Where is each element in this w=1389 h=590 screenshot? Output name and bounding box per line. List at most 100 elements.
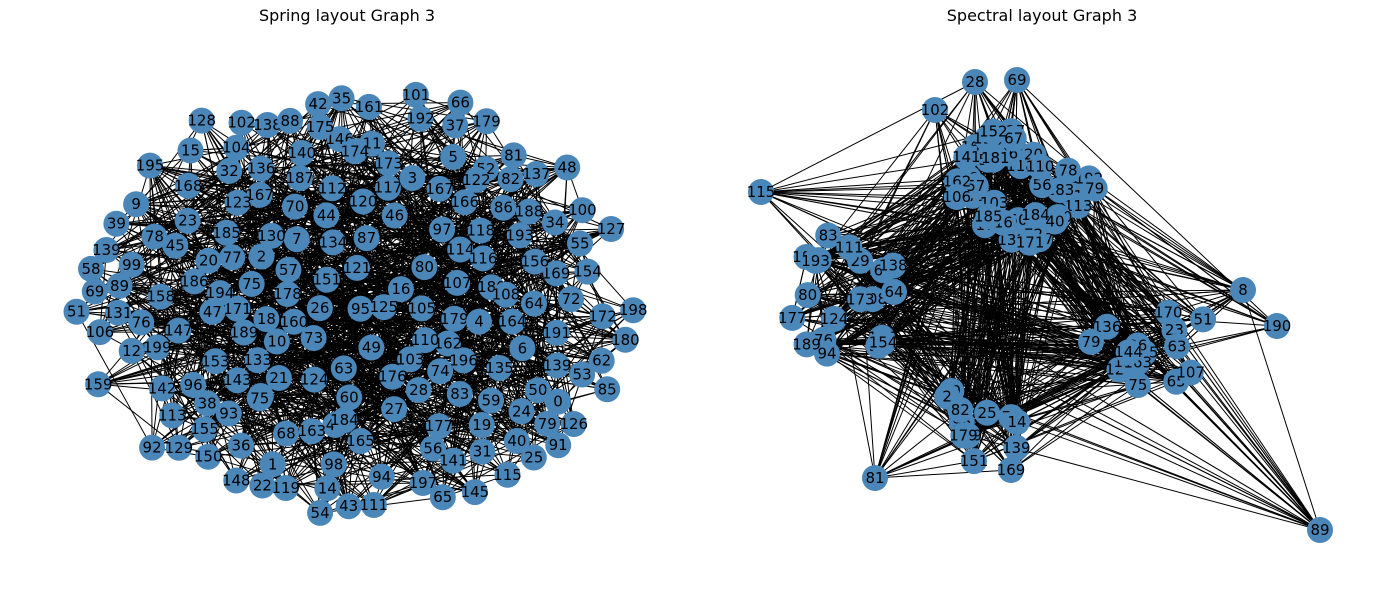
- node-label: 115: [747, 183, 776, 201]
- node-circle: [486, 355, 513, 381]
- graph-node: 167: [245, 181, 274, 208]
- graph-edge: [119, 126, 321, 287]
- node-circle: [375, 174, 401, 201]
- node-label: 131: [104, 304, 133, 322]
- node-label: 94: [817, 345, 836, 363]
- node-circle: [381, 396, 408, 423]
- graph-node: 178: [273, 281, 302, 307]
- node-circle: [350, 188, 377, 215]
- graph-node: 185: [974, 203, 1003, 230]
- node-circle: [1081, 175, 1108, 202]
- node-circle: [521, 290, 547, 317]
- graph-node: 141: [952, 144, 981, 171]
- node-circle: [320, 229, 346, 256]
- node-label: 114: [446, 241, 475, 259]
- node-circle: [589, 303, 616, 330]
- graph-node: 116: [469, 245, 497, 272]
- graph-node: 63: [330, 355, 357, 382]
- spectral-layout-panel: Spectral layout Graph 3 2850127118207612…: [695, 0, 1389, 590]
- node-circle: [149, 375, 176, 402]
- node-circle: [191, 416, 218, 443]
- node-circle: [249, 472, 276, 499]
- graph-edge: [1011, 239, 1244, 291]
- graph-node: 186: [180, 268, 209, 295]
- node-label: 113: [1064, 197, 1093, 215]
- graph-node: 6: [509, 335, 536, 362]
- graph-edge: [826, 170, 1069, 354]
- graph-node: 185: [212, 219, 241, 246]
- graph-node: 144: [1114, 339, 1143, 366]
- node-circle: [277, 107, 304, 134]
- node-circle: [213, 219, 240, 246]
- node-label: 73: [304, 329, 323, 347]
- node-label: 156: [521, 253, 550, 271]
- node-circle: [434, 330, 461, 357]
- node-label: 14: [318, 479, 337, 497]
- node-circle: [554, 154, 581, 181]
- graph-node: 64: [521, 290, 547, 317]
- node-label: 46: [385, 207, 404, 225]
- node-label: 111: [835, 238, 864, 256]
- graph-edge: [760, 177, 969, 193]
- node-circle: [320, 451, 347, 478]
- node-circle: [490, 194, 517, 221]
- node-label: 94: [372, 468, 391, 486]
- graph-edge: [343, 339, 626, 369]
- node-circle: [307, 499, 334, 526]
- graph-edge: [1054, 221, 1169, 314]
- node-circle: [246, 385, 273, 412]
- node-circle: [238, 270, 265, 297]
- graph-node: 48: [554, 154, 581, 181]
- graph-node: 10: [263, 328, 290, 355]
- spring-layout-panel: Spring layout Graph 3 111 195 62 73 85 169 199…: [0, 0, 694, 590]
- graph-edge: [962, 154, 1034, 436]
- node-label: 7: [292, 230, 302, 248]
- graph-node: 9: [123, 191, 150, 218]
- graph-edge: [882, 337, 1139, 360]
- node-label: 62: [592, 352, 611, 370]
- graph-edge: [823, 219, 1019, 341]
- node-label: 31: [473, 443, 492, 461]
- node-label: 20: [199, 252, 218, 270]
- node-label: 81: [504, 146, 523, 164]
- node-label: 14: [1007, 413, 1026, 431]
- node-label: 197: [409, 474, 438, 492]
- graph-node: 23: [174, 207, 201, 234]
- node-circle: [280, 308, 307, 335]
- node-label: 37: [446, 116, 465, 134]
- node-circle: [93, 237, 120, 263]
- graph-node: 82: [497, 166, 524, 193]
- graph-edge: [90, 150, 356, 270]
- graph-edge: [823, 339, 1321, 531]
- graph-node: 3: [399, 165, 426, 191]
- node-label: 148: [222, 472, 251, 490]
- graph-edge: [285, 106, 370, 489]
- node-label: 101: [402, 86, 431, 104]
- graph-node: 158: [146, 283, 175, 310]
- node-circle: [368, 463, 395, 490]
- graph-node: 14: [314, 475, 341, 502]
- graph-edge: [154, 168, 262, 238]
- node-label: 88: [281, 112, 300, 130]
- node-circle: [165, 317, 192, 344]
- node-label: 100: [568, 201, 597, 219]
- node-circle: [175, 172, 202, 199]
- node-circle: [429, 484, 456, 511]
- graph-edge: [119, 285, 245, 333]
- node-label: 27: [385, 400, 404, 418]
- graph-node: 77: [219, 244, 246, 271]
- graph-node: 5: [440, 144, 467, 170]
- graph-edge: [826, 353, 975, 462]
- node-label: 163: [298, 422, 327, 440]
- node-circle: [397, 346, 424, 373]
- graph-node: 75: [1124, 372, 1151, 398]
- graph-edge: [442, 309, 634, 498]
- graph-edge: [278, 307, 423, 379]
- graph-node: 82: [947, 396, 974, 423]
- node-circle: [306, 295, 333, 322]
- graph-node: 143: [223, 367, 252, 394]
- graph-edge: [994, 79, 1018, 158]
- graph-node: 88: [277, 107, 304, 134]
- node-circle: [411, 254, 438, 281]
- node-circle: [470, 245, 497, 272]
